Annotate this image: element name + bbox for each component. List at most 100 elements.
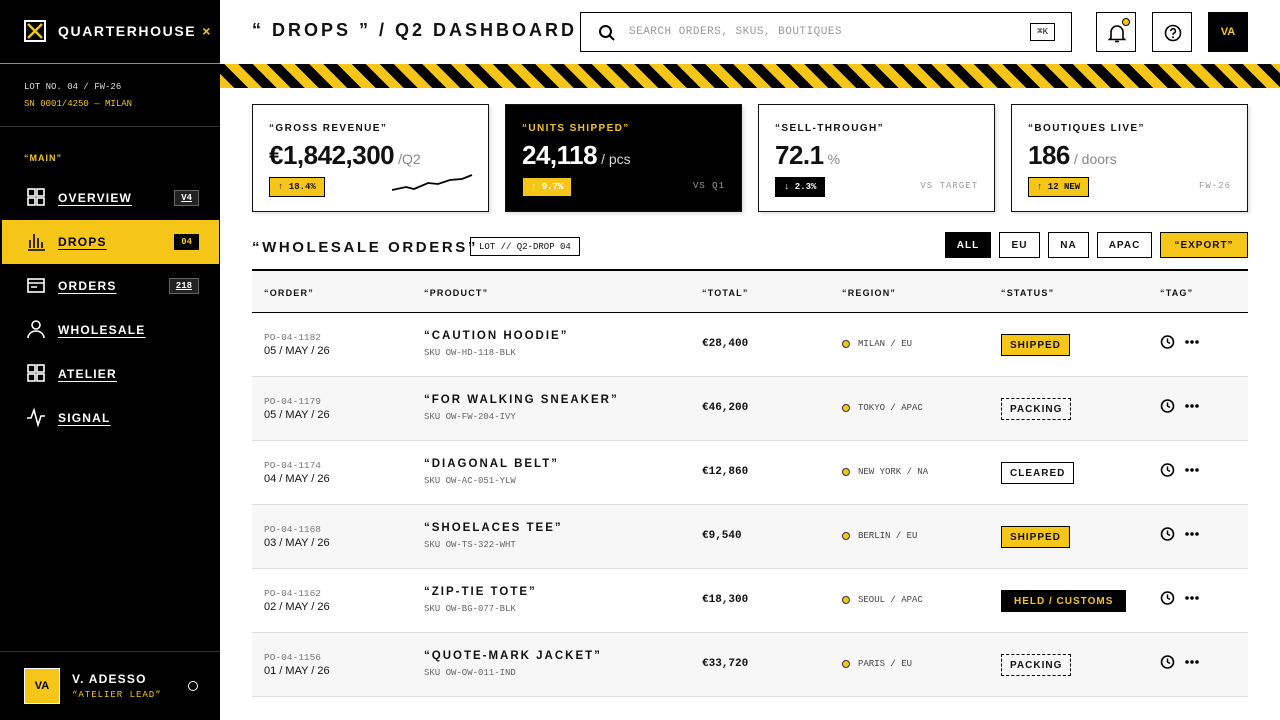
table-row[interactable]: PO-04-1156 01 / MAY / 26 “QUOTE-MARK JACKE…	[252, 633, 1248, 697]
column-header: “ORDER”	[264, 288, 314, 298]
order-total: €46,200	[702, 402, 749, 414]
product-name: “CAUTION HOODIE”	[424, 330, 569, 342]
brand[interactable]: QUARTERHOUSE ×	[58, 23, 212, 39]
nav-icon	[27, 407, 45, 428]
kpi-delta: ↑ 18.4%	[269, 177, 325, 197]
order-date: 02 / MAY / 26	[264, 601, 330, 613]
nav-badge: 218	[168, 278, 199, 294]
help-icon	[1164, 24, 1182, 42]
tag-icons[interactable]	[1160, 334, 1210, 350]
product-name: “FOR WALKING SNEAKER”	[424, 394, 619, 406]
order-id: PO-04-1162	[264, 588, 322, 599]
kpi-note: VS TARGET	[920, 181, 978, 191]
divider	[0, 651, 220, 652]
hazard-stripe	[220, 64, 1280, 88]
nav-badge: V4	[174, 190, 199, 206]
search-icon	[599, 25, 615, 41]
order-date: 05 / MAY / 26	[264, 409, 330, 421]
export-button[interactable]: “EXPORT”	[1160, 232, 1248, 258]
user-avatar[interactable]: VA	[24, 668, 60, 704]
tag-icons[interactable]	[1160, 654, 1210, 670]
tag-actions[interactable]	[1160, 526, 1210, 547]
region-dot	[842, 340, 850, 348]
kpi-value-line: 72.1%	[775, 140, 840, 171]
nav-icon	[27, 278, 45, 293]
status-indicator[interactable]	[188, 681, 198, 691]
nav-item[interactable]: ORDERS 218	[2, 264, 219, 308]
column-header: “TAG”	[1160, 288, 1194, 298]
notification-dot	[1122, 18, 1130, 26]
tag-actions[interactable]	[1160, 654, 1210, 675]
kpi-value: 186	[1028, 140, 1070, 170]
help-button[interactable]	[1152, 12, 1192, 52]
nav-item[interactable]: OVERVIEW V4	[2, 176, 219, 220]
user-name: V. ADESSO	[72, 672, 147, 686]
nav-item[interactable]: ATELIER	[2, 352, 219, 396]
kpi-value-line: 24,118/ pcs	[522, 140, 631, 171]
order-id: PO-04-1182	[264, 332, 322, 343]
table-row[interactable]: PO-04-1162 02 / MAY / 26 “ZIP-TIE TOTE” SKU…	[252, 569, 1248, 633]
header-avatar[interactable]: VA	[1208, 12, 1248, 52]
kpi-unit: / pcs	[601, 151, 631, 167]
kpi-delta: ↑ 9.7%	[522, 177, 573, 197]
tag-actions[interactable]	[1160, 334, 1210, 355]
order-date: 01 / MAY / 26	[264, 665, 330, 677]
order-total: €12,860	[702, 466, 749, 478]
table-row[interactable]: PO-04-1174 04 / MAY / 26 “DIAGONAL BELT” SK…	[252, 441, 1248, 505]
tag-actions[interactable]	[1160, 462, 1210, 483]
tag-actions[interactable]	[1160, 398, 1210, 419]
tag-actions[interactable]	[1160, 590, 1210, 611]
filter-button[interactable]: APAC	[1097, 232, 1152, 258]
kpi-value: €1,842,300	[269, 140, 395, 170]
region: BERLIN / EU	[858, 531, 918, 541]
order-total: €28,400	[702, 338, 749, 350]
sidebar: QUARTERHOUSE × LOT NO. 04 / FW-26 SN 0001…	[0, 0, 220, 720]
bell-icon	[1107, 25, 1127, 43]
filter-button[interactable]: ALL	[945, 232, 991, 258]
product-name: “ZIP-TIE TOTE”	[424, 586, 537, 598]
tag-icons[interactable]	[1160, 590, 1210, 606]
nav-item[interactable]: DROPS 04	[2, 220, 219, 264]
kpi-card: “GROSS REVENUE” €1,842,300/Q2 ↑ 18.4%	[252, 104, 489, 212]
section-title: “WHOLESALE ORDERS”	[252, 239, 478, 256]
product-sku: SKU OW-AC-051-YLW	[424, 476, 516, 486]
region: MILAN / EU	[858, 339, 913, 349]
kpi-value: 72.1	[775, 140, 824, 170]
status-badge: HELD / CUSTOMS	[1001, 590, 1127, 612]
kpi-value-line: 186/ doors	[1028, 140, 1117, 171]
tag-icons[interactable]	[1160, 398, 1210, 414]
lot-tag: LOT // Q2-DROP 04	[470, 237, 580, 256]
order-total: €33,720	[702, 658, 749, 670]
kpi-unit: /Q2	[398, 151, 421, 167]
table-row[interactable]: PO-04-1182 05 / MAY / 26 “CAUTION HOODIE” S…	[252, 313, 1248, 377]
region-dot	[842, 468, 850, 476]
nav-item[interactable]: SIGNAL	[2, 396, 219, 440]
tag-icons[interactable]	[1160, 462, 1210, 478]
table-row[interactable]: PO-04-1168 03 / MAY / 26 “SHOELACES TEE” SK…	[252, 505, 1248, 569]
search-box[interactable]: SEARCH ORDERS, SKUS, BOUTIQUES ⌘K	[580, 12, 1072, 52]
region: TOKYO / APAC	[858, 403, 923, 413]
kpi-unit: / doors	[1073, 151, 1117, 167]
region-dot	[842, 532, 850, 540]
nav-item[interactable]: WHOLESALE	[2, 308, 219, 352]
product-sku: SKU OW-BG-077-BLK	[424, 604, 516, 614]
brand-mark: ×	[202, 23, 212, 39]
table-header	[252, 271, 1248, 313]
status-badge: SHIPPED	[1001, 526, 1070, 548]
order-id: PO-04-1174	[264, 460, 322, 471]
product-name: “SHOELACES TEE”	[424, 522, 563, 534]
tag-icons[interactable]	[1160, 526, 1210, 542]
region: NEW YORK / NA	[858, 467, 929, 477]
kpi-value: 24,118	[522, 140, 598, 170]
status-badge: PACKING	[1001, 654, 1072, 676]
filter-button[interactable]: NA	[1048, 232, 1089, 258]
user-role: “ATELIER LEAD”	[72, 690, 162, 700]
filter-button[interactable]: EU	[999, 232, 1040, 258]
column-header: “REGION”	[842, 288, 897, 298]
notifications-button[interactable]	[1096, 12, 1136, 52]
kpi-label: “UNITS SHIPPED”	[522, 123, 630, 134]
product-name: “DIAGONAL BELT”	[424, 458, 559, 470]
kpi-card: “BOUTIQUES LIVE” 186/ doors ↑ 12 NEW FW-26	[1011, 104, 1248, 212]
table-row[interactable]: PO-04-1179 05 / MAY / 26 “FOR WALKING SNEA…	[252, 377, 1248, 441]
kpi-value-line: €1,842,300/Q2	[269, 140, 421, 171]
